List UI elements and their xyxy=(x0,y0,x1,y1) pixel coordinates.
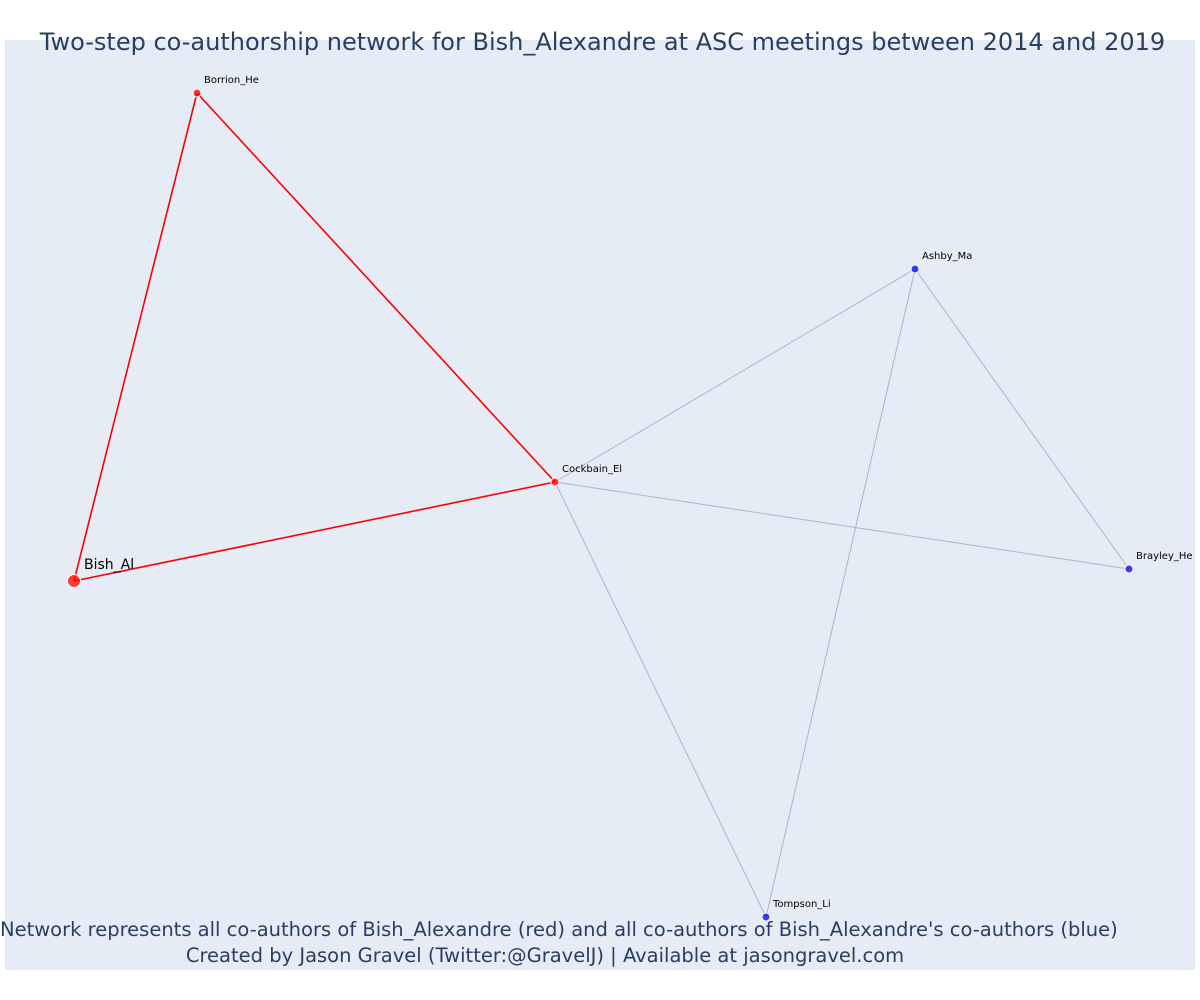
node-label-Borrion_He: Borrion_He xyxy=(204,75,259,86)
edge-Bish_Al-Borrion_He xyxy=(73,92,198,582)
edge-Cockbain_El-Brayley_He xyxy=(554,481,1130,570)
chart-title: Two-step co-authorship network for Bish_… xyxy=(39,28,1166,56)
node-label-Brayley_He: Brayley_He xyxy=(1136,551,1193,562)
node-label-Cockbain_El: Cockbain_El xyxy=(562,464,622,475)
edge-Bish_Al-Cockbain_El xyxy=(73,481,556,582)
edge-Ashby_Ma-Tompson_Li xyxy=(765,268,916,918)
edges-layer xyxy=(73,92,1130,918)
edge-Ashby_Ma-Brayley_He xyxy=(914,268,1130,570)
node-Brayley_He[interactable] xyxy=(1124,564,1134,574)
labels-layer: Bish_Al Borrion_He Cockbain_El Ashby_Ma Bray… xyxy=(84,75,1193,910)
node-label-Bish_Al: Bish_Al xyxy=(84,557,134,573)
edge-Cockbain_El-Tompson_Li xyxy=(554,481,767,918)
caption-description: Network represents all co-authors of Bis… xyxy=(0,918,1118,941)
node-Bish_Al[interactable] xyxy=(67,574,81,588)
nodes-layer xyxy=(67,88,1134,922)
node-Cockbain_El[interactable] xyxy=(550,477,560,487)
edge-Borrion_He-Cockbain_El xyxy=(196,92,556,483)
node-Ashby_Ma[interactable] xyxy=(910,264,920,274)
plot-area xyxy=(5,40,1195,970)
edge-Cockbain_El-Ashby_Ma xyxy=(554,268,916,483)
node-label-Ashby_Ma: Ashby_Ma xyxy=(922,251,972,262)
node-label-Tompson_Li: Tompson_Li xyxy=(772,899,831,910)
caption-credit: Created by Jason Gravel (Twitter:@Gravel… xyxy=(185,944,905,967)
node-Borrion_He[interactable] xyxy=(192,88,202,98)
node-Tompson_Li[interactable] xyxy=(761,912,771,922)
